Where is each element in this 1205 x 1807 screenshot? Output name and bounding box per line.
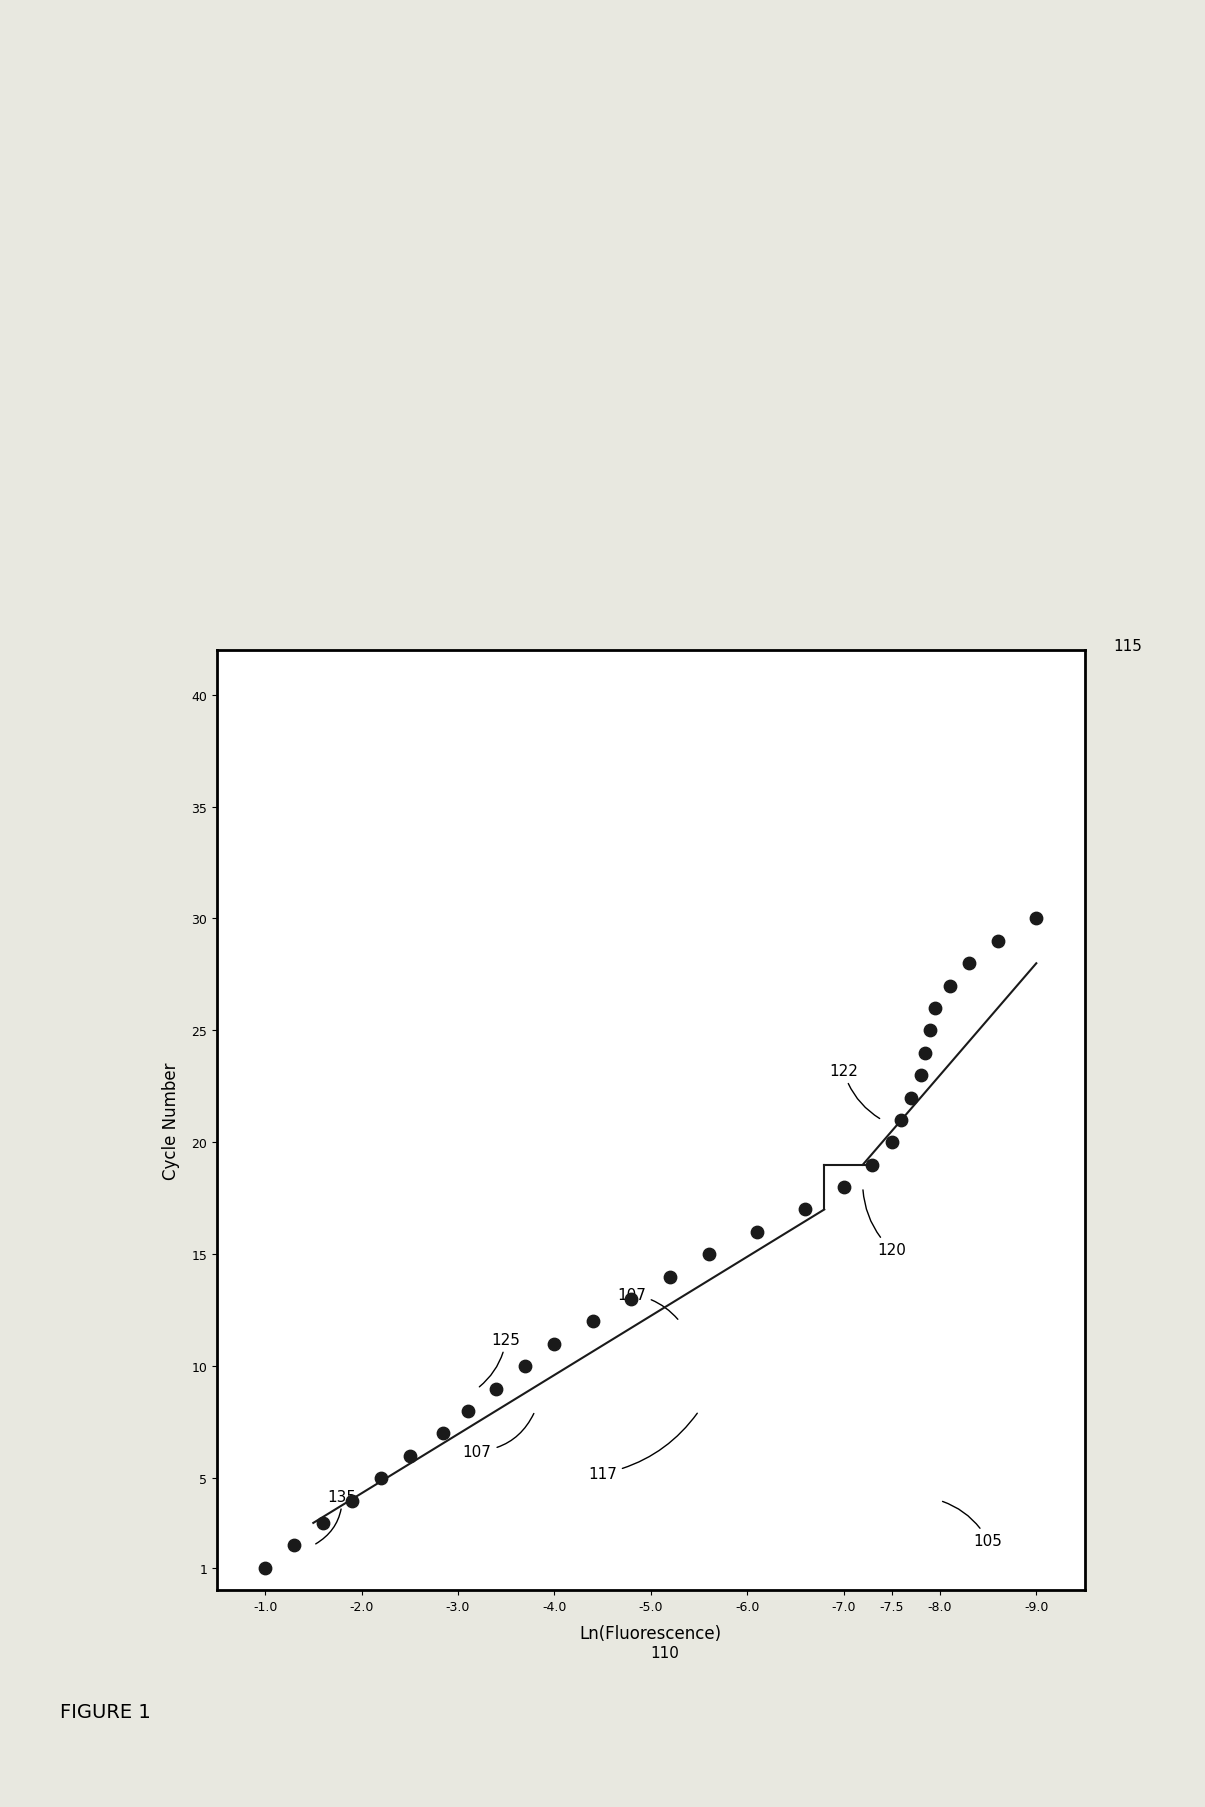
Point bbox=[863, 1151, 882, 1180]
Text: 110: 110 bbox=[651, 1646, 680, 1661]
Point bbox=[255, 1554, 275, 1583]
Point bbox=[916, 1039, 935, 1068]
Text: 115: 115 bbox=[1113, 638, 1142, 654]
Text: 120: 120 bbox=[863, 1191, 906, 1258]
Point bbox=[699, 1240, 718, 1269]
Text: 117: 117 bbox=[588, 1413, 698, 1482]
Point bbox=[747, 1218, 766, 1247]
Point bbox=[545, 1330, 564, 1359]
Point bbox=[342, 1485, 362, 1514]
Point bbox=[988, 927, 1007, 956]
Point bbox=[901, 1084, 921, 1113]
Point bbox=[921, 1016, 940, 1044]
Y-axis label: Cycle Number: Cycle Number bbox=[163, 1063, 181, 1178]
Text: FIGURE 1: FIGURE 1 bbox=[60, 1702, 151, 1720]
Text: 125: 125 bbox=[480, 1332, 521, 1388]
Point bbox=[660, 1263, 680, 1292]
Point bbox=[959, 949, 978, 978]
Text: 122: 122 bbox=[829, 1064, 880, 1119]
Point bbox=[940, 972, 959, 1001]
Text: 105: 105 bbox=[942, 1502, 1003, 1549]
Point bbox=[892, 1106, 911, 1135]
Point bbox=[516, 1352, 535, 1381]
Point bbox=[622, 1285, 641, 1314]
Point bbox=[795, 1196, 815, 1225]
Point bbox=[313, 1509, 333, 1538]
Point bbox=[925, 994, 945, 1023]
Text: 107: 107 bbox=[617, 1287, 678, 1319]
Point bbox=[911, 1061, 930, 1090]
Point bbox=[400, 1442, 419, 1471]
Point bbox=[434, 1418, 453, 1447]
Point bbox=[371, 1464, 390, 1493]
Point bbox=[583, 1306, 602, 1335]
Point bbox=[882, 1128, 901, 1156]
Point bbox=[458, 1397, 477, 1426]
X-axis label: Ln(Fluorescence): Ln(Fluorescence) bbox=[580, 1624, 722, 1643]
Point bbox=[284, 1531, 304, 1559]
Text: 107: 107 bbox=[463, 1413, 534, 1458]
Point bbox=[1027, 905, 1046, 934]
Point bbox=[834, 1173, 853, 1202]
Text: 135: 135 bbox=[316, 1489, 357, 1543]
Point bbox=[487, 1375, 506, 1404]
